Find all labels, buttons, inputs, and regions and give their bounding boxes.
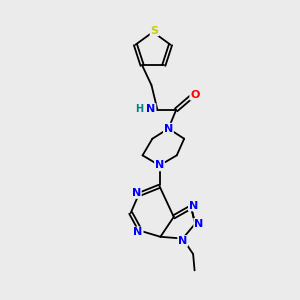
- Text: S: S: [151, 26, 158, 35]
- Text: H: H: [135, 104, 143, 114]
- Text: N: N: [164, 124, 173, 134]
- Text: N: N: [132, 188, 141, 198]
- Text: N: N: [134, 227, 143, 237]
- Text: O: O: [190, 90, 200, 100]
- Text: N: N: [194, 219, 203, 229]
- Text: N: N: [155, 160, 164, 170]
- Text: N: N: [189, 201, 198, 211]
- Text: N: N: [178, 236, 187, 246]
- Text: N: N: [146, 104, 155, 114]
